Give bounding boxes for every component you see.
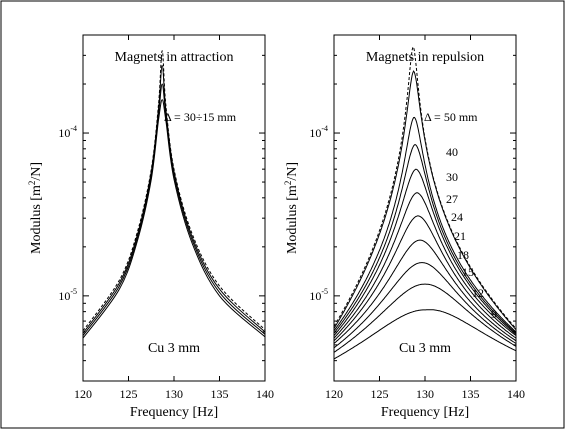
x-tick-label: 135 bbox=[462, 387, 480, 401]
series-line bbox=[82, 83, 266, 336]
x-tick-label: 130 bbox=[165, 387, 183, 401]
series-line bbox=[333, 262, 517, 349]
chart-repulsion: 10-510-4 120 125 130 135 140 403027242118151… bbox=[283, 34, 525, 420]
series-line bbox=[333, 70, 517, 331]
curve-label: 24 bbox=[451, 210, 463, 224]
x-tick-label: 125 bbox=[120, 387, 138, 401]
material-note: Cu 3 mm bbox=[399, 341, 451, 356]
chart-title: Magnets in repulsion bbox=[366, 50, 484, 65]
y-tick-label: 10-4 bbox=[309, 124, 328, 140]
curves bbox=[82, 50, 266, 339]
series-line bbox=[333, 116, 517, 333]
y-axis-ticks: 10-5 10-4 bbox=[58, 54, 265, 362]
y-tick-label: 10-5 bbox=[309, 287, 328, 303]
series-line bbox=[333, 192, 517, 339]
series-line bbox=[333, 283, 517, 353]
y-axis-label-main: Modulus [m bbox=[29, 185, 44, 254]
series-line bbox=[82, 99, 266, 339]
series-line bbox=[333, 168, 517, 336]
y-axis-label-unit: /N] bbox=[285, 162, 300, 181]
y-axis-label-exp: 2 bbox=[283, 181, 293, 186]
x-tick-label: 135 bbox=[211, 387, 229, 401]
curve-label: 21 bbox=[454, 229, 466, 243]
curve-label: 9 bbox=[491, 307, 497, 321]
y-axis-label: Modulus [m2/N] bbox=[283, 162, 300, 254]
chart-attraction: 10-5 10-4 120 125 130 135 140 Magnets in attr… bbox=[27, 34, 274, 420]
x-axis-label: Frequency [Hz] bbox=[130, 405, 218, 420]
x-tick-label: 140 bbox=[256, 387, 274, 401]
series-line bbox=[82, 50, 266, 332]
y-axis-ticks: 10-5 10-4 bbox=[309, 54, 516, 362]
curve-label: 18 bbox=[457, 248, 469, 262]
series-line bbox=[333, 215, 517, 342]
curve-labels: 40 30 27 24 21 18 15 12 9 bbox=[446, 145, 497, 321]
delta-annotation: Δ = 30÷15 mm bbox=[164, 110, 237, 124]
series-line bbox=[333, 239, 517, 344]
curves bbox=[333, 46, 517, 360]
y-axis-label-main: Modulus [m bbox=[285, 185, 300, 254]
x-tick-label: 140 bbox=[507, 387, 525, 401]
curve-label: 27 bbox=[446, 192, 458, 206]
delta-annotation: Δ = 50 mm bbox=[424, 110, 478, 124]
x-tick-label: 120 bbox=[325, 387, 343, 401]
y-tick-label: 10-4 bbox=[58, 124, 77, 140]
material-note: Cu 3 mm bbox=[148, 341, 200, 356]
chart-title: Magnets in attraction bbox=[115, 50, 234, 65]
curve-label: 40 bbox=[446, 145, 458, 159]
curve-label: 30 bbox=[446, 170, 458, 184]
series-line bbox=[333, 309, 517, 360]
y-axis-label-unit: /N] bbox=[29, 162, 44, 181]
x-tick-label: 120 bbox=[74, 387, 92, 401]
series-line bbox=[333, 144, 517, 334]
y-axis-label-exp: 2 bbox=[27, 181, 37, 186]
y-tick-label: 10-5 bbox=[58, 287, 77, 303]
curve-label: 15 bbox=[462, 265, 474, 279]
y-axis-label: Modulus [m2/N] bbox=[27, 162, 44, 254]
x-axis-ticks: 120 125 130 135 140 bbox=[325, 35, 525, 401]
x-tick-label: 125 bbox=[371, 387, 389, 401]
x-axis-ticks: 120 125 130 135 140 bbox=[74, 35, 274, 401]
x-axis-label: Frequency [Hz] bbox=[381, 405, 469, 420]
x-tick-label: 130 bbox=[416, 387, 434, 401]
curve-label: 12 bbox=[472, 286, 484, 300]
series-line bbox=[82, 64, 266, 334]
